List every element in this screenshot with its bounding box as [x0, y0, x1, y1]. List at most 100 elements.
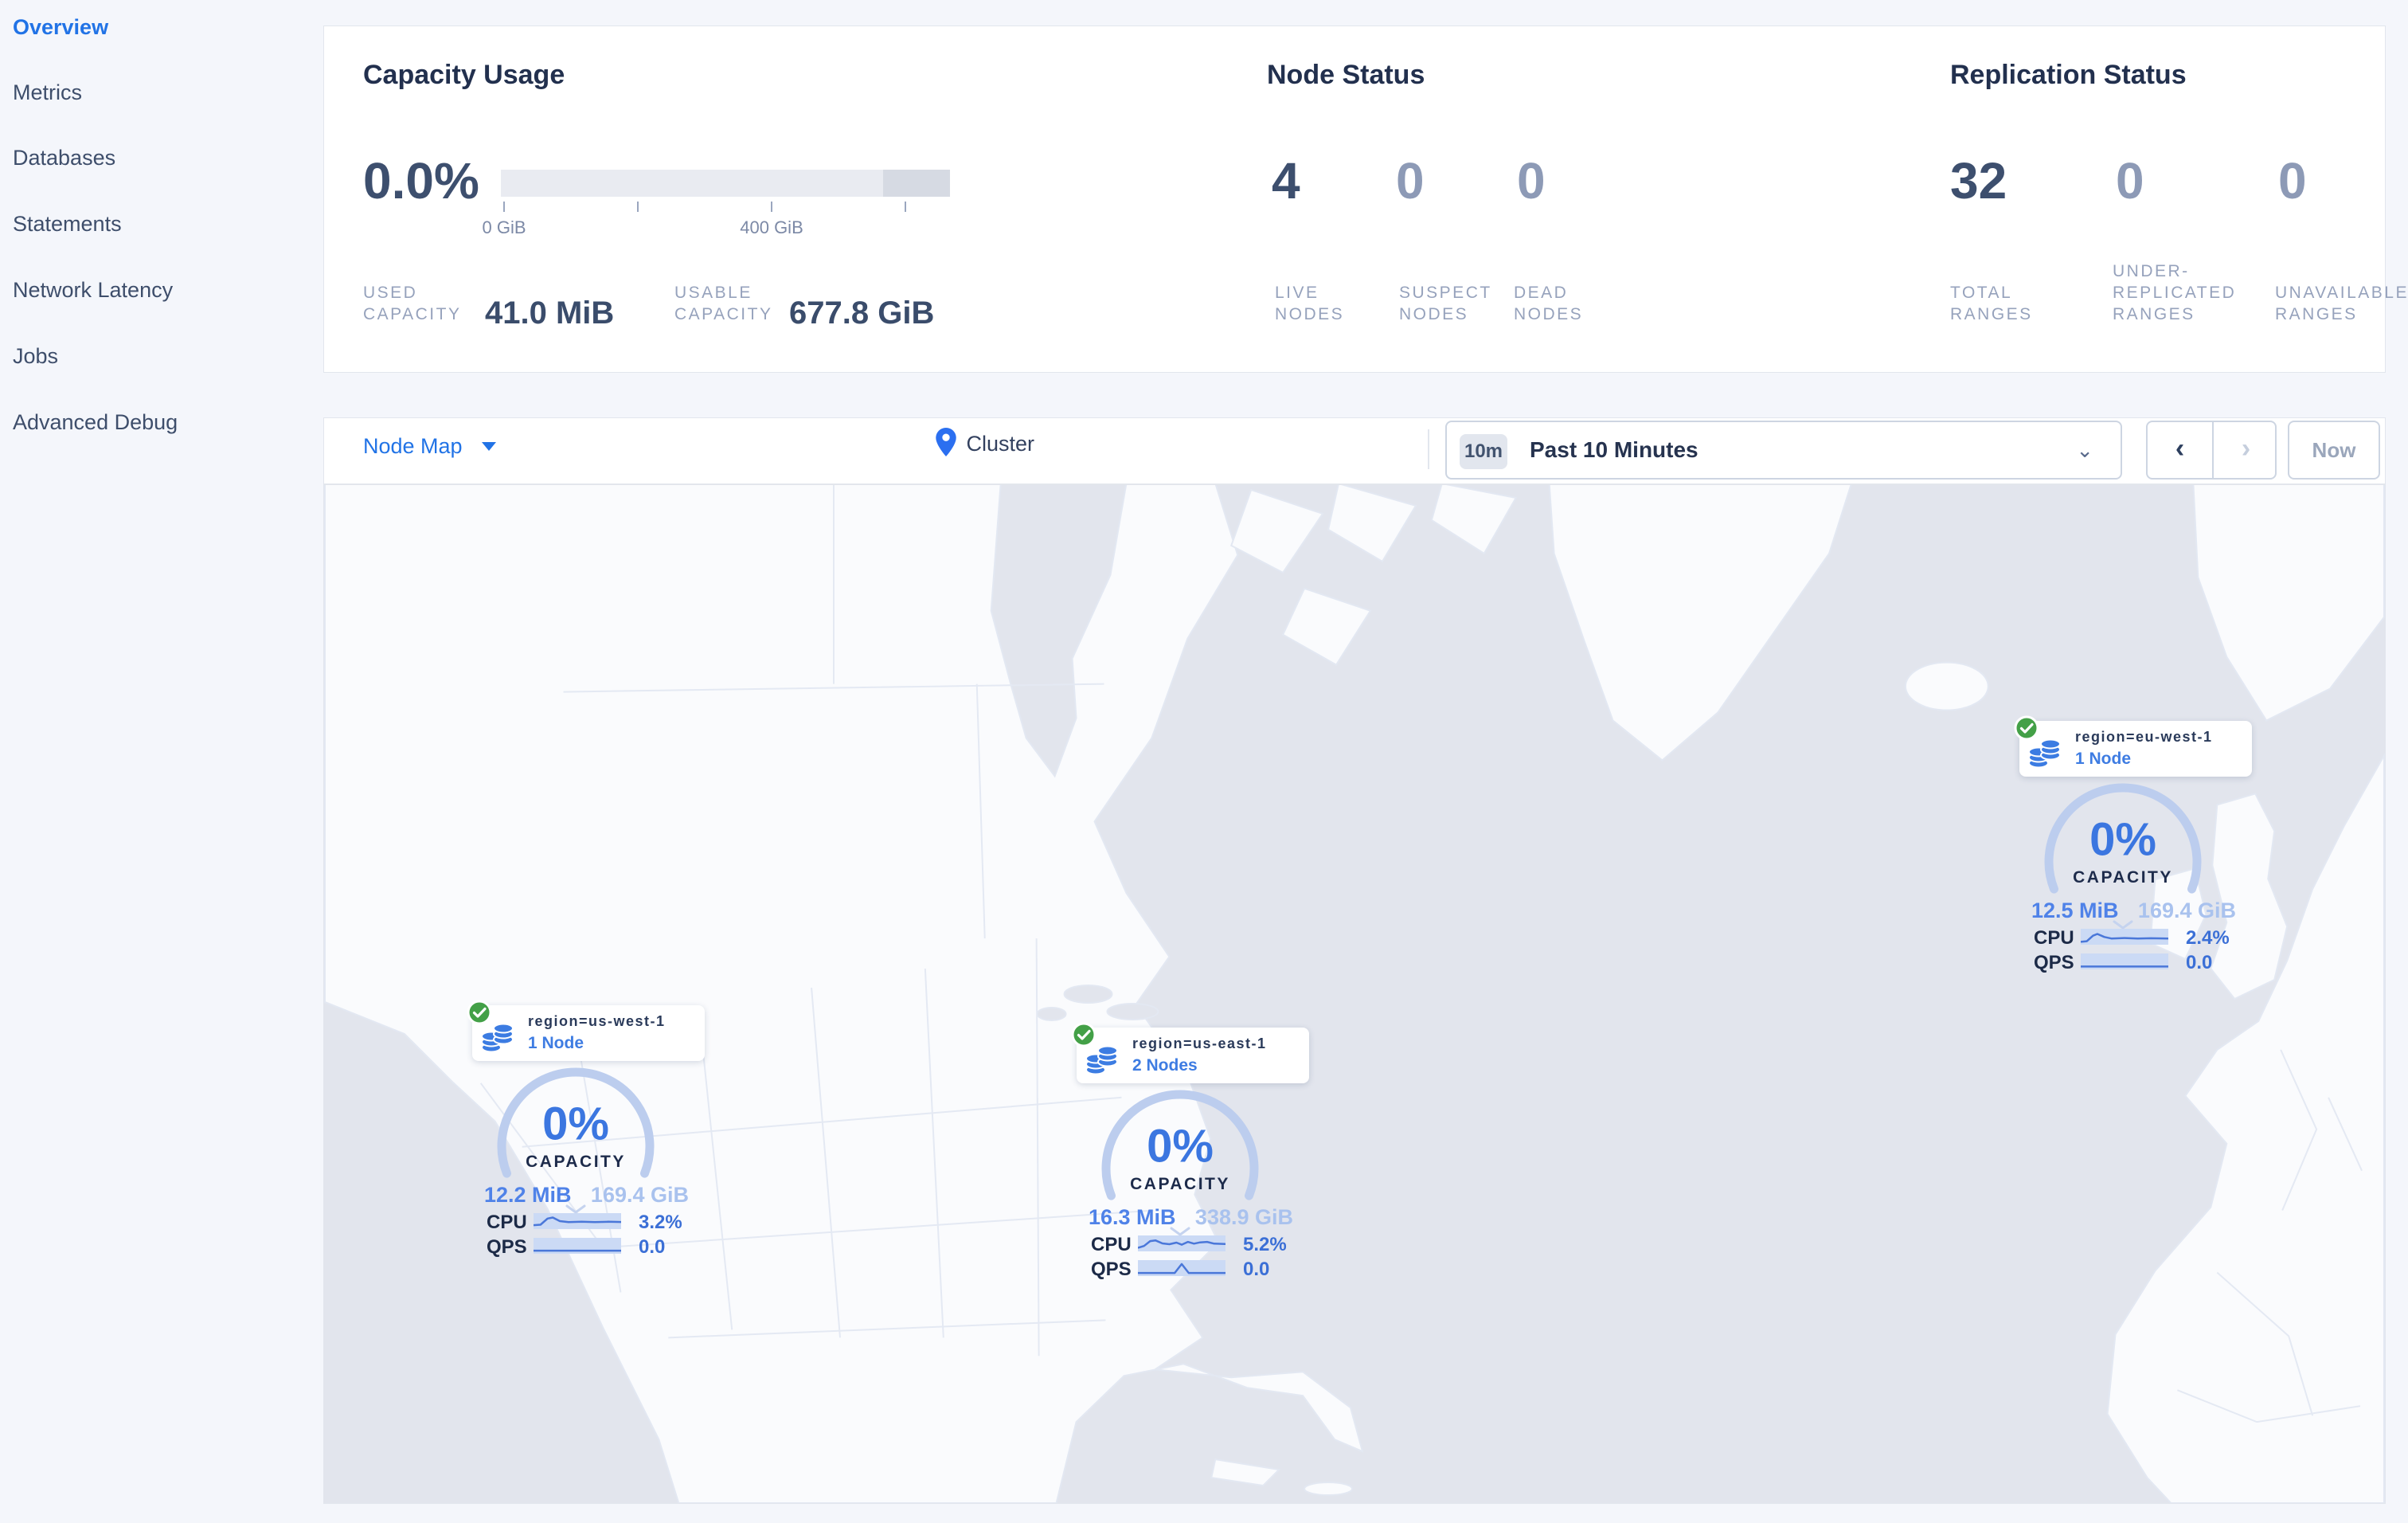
- region-name: region=eu-west-1: [2075, 729, 2213, 745]
- region-node-count-link[interactable]: 2 Nodes: [1132, 1056, 1198, 1075]
- cpu-row-value: 5.2%: [1243, 1234, 1287, 1255]
- suspect-nodes-label: SUSPECT NODES: [1399, 284, 1492, 323]
- time-range-badge: 10m: [1460, 434, 1507, 469]
- live-nodes-label: LIVE NODES: [1275, 284, 1345, 323]
- region-name: region=us-east-1: [1132, 1036, 1267, 1051]
- replication-status-title: Replication Status: [1950, 60, 2187, 90]
- time-range-label: Past 10 Minutes: [1530, 437, 1698, 462]
- region-label-chip[interactable]: region=us-east-1 2 Nodes: [1071, 1022, 1309, 1083]
- healthy-check-icon: [467, 1000, 492, 1025]
- view-selector-label[interactable]: Node Map: [363, 434, 463, 458]
- qps-sparkline-chart: [2081, 953, 2168, 969]
- bar-tick: [503, 202, 505, 212]
- expand-chevron-icon[interactable]: [2113, 919, 2133, 934]
- sidebar-item-advanced-debug[interactable]: Advanced Debug: [13, 410, 178, 434]
- dead-nodes-count: 0: [1517, 152, 1546, 209]
- live-nodes-count: 4: [1272, 152, 1300, 209]
- cpu-sparkline: [1138, 1235, 1226, 1251]
- qps-row-value: 0.0: [639, 1236, 666, 1258]
- view-selector-dropdown[interactable]: Node Map: [363, 434, 496, 459]
- sidebar-item-metrics[interactable]: Metrics: [13, 80, 82, 104]
- capacity-gauge-arc: [1101, 1090, 1259, 1200]
- qps-sparkline-chart: [534, 1238, 621, 1254]
- suspect-nodes-count: 0: [1396, 152, 1425, 209]
- gauge-capacity-caption: CAPACITY: [2073, 868, 2173, 887]
- bar-tick-label-400: 400 GiB: [740, 217, 803, 237]
- used-capacity-label: USED CAPACITY: [363, 284, 462, 323]
- qps-sparkline: [1138, 1260, 1226, 1276]
- time-range-select[interactable]: 10m Past 10 Minutes ⌄: [1445, 421, 2122, 480]
- capacity-gauge-arc: [497, 1067, 655, 1178]
- sidebar-item-overview[interactable]: Overview: [13, 15, 109, 39]
- location-pin-icon: [936, 428, 956, 460]
- qps-sparkline: [534, 1238, 621, 1254]
- healthy-check-icon: [1071, 1022, 1096, 1047]
- cpu-row-value: 3.2%: [639, 1212, 682, 1233]
- gauge-capacity-percent: 0%: [542, 1098, 609, 1150]
- chevron-down-icon: ⌄: [2076, 438, 2093, 462]
- gauge-usable-value: 169.4 GiB: [2137, 899, 2236, 922]
- sidebar-item-network-latency[interactable]: Network Latency: [13, 278, 174, 302]
- time-back-button[interactable]: ‹: [2148, 422, 2214, 478]
- unavailable-ranges-label: UNAVAILABLE RANGES: [2275, 284, 2408, 323]
- toolbar-divider: [1428, 429, 1429, 469]
- sidebar-item-statements[interactable]: Statements: [13, 212, 122, 236]
- region-node-count-link[interactable]: 1 Node: [528, 1034, 584, 1052]
- gauge-usable-value: 169.4 GiB: [590, 1183, 689, 1207]
- qps-sparkline-chart: [1138, 1260, 1226, 1276]
- sidebar-item-databases[interactable]: Databases: [13, 146, 116, 170]
- node-map-canvas[interactable]: region=us-west-1 1 Node 0% CAPACITY 12.2 MiB…: [324, 484, 2385, 1503]
- bar-tick: [905, 202, 906, 212]
- gauge-used-value: 16.3 MiB: [1089, 1205, 1176, 1229]
- unavailable-ranges-count: 0: [2278, 152, 2307, 209]
- database-nodes-icon: [2026, 735, 2062, 772]
- qps-row-label: QPS: [487, 1236, 527, 1258]
- expand-chevron-icon[interactable]: [565, 1204, 586, 1218]
- bar-tick-label-0: 0 GiB: [482, 217, 526, 237]
- time-window-arrows: ‹ ›: [2146, 421, 2277, 480]
- sidebar-item-jobs[interactable]: Jobs: [13, 344, 59, 368]
- capacity-usage-bar: [501, 170, 950, 197]
- cpu-sparkline-chart: [534, 1213, 621, 1229]
- capacity-bar-reserved-segment: [883, 170, 950, 197]
- cpu-row-label: CPU: [487, 1212, 527, 1233]
- expand-chevron-icon[interactable]: [1170, 1226, 1190, 1240]
- cpu-sparkline: [2081, 929, 2168, 945]
- region-label-chip[interactable]: region=us-west-1 1 Node: [467, 1000, 705, 1061]
- under-replicated-ranges-count: 0: [2116, 152, 2144, 209]
- gauge-capacity-caption: CAPACITY: [1130, 1175, 1230, 1193]
- qps-row-value: 0.0: [2186, 952, 2213, 973]
- world-map-graphic: [324, 484, 2385, 1503]
- gauge-capacity-percent: 0%: [2089, 813, 2156, 866]
- cpu-sparkline: [534, 1213, 621, 1229]
- used-capacity-value: 41.0 MiB: [485, 296, 615, 331]
- gauge-usable-value: 338.9 GiB: [1194, 1205, 1293, 1229]
- region-name: region=us-west-1: [528, 1013, 666, 1029]
- database-nodes-icon: [1083, 1042, 1120, 1079]
- bar-tick: [637, 202, 639, 212]
- under-replicated-ranges-label: UNDER-REPLICATED RANGES: [2113, 262, 2237, 323]
- usable-capacity-label: USABLE CAPACITY: [674, 284, 773, 323]
- qps-row-value: 0.0: [1243, 1259, 1270, 1280]
- region-label-chip[interactable]: region=eu-west-1 1 Node: [2014, 715, 2252, 777]
- usable-capacity-value: 677.8 GiB: [789, 296, 935, 331]
- cpu-sparkline-chart: [1138, 1235, 1226, 1251]
- time-forward-button[interactable]: ›: [2241, 433, 2251, 464]
- qps-row-label: QPS: [2034, 952, 2074, 973]
- now-button[interactable]: Now: [2288, 421, 2380, 480]
- region-node-count-link[interactable]: 1 Node: [2075, 750, 2132, 768]
- node-map-card: Node Map Cluster 10m Past 10 Minutes ⌄ ‹…: [323, 417, 2386, 1504]
- qps-row-label: QPS: [1091, 1259, 1132, 1280]
- cluster-summary-card: Capacity Usage 0.0% 0 GiB 400 GiB USED C…: [323, 25, 2406, 373]
- gauge-capacity-percent: 0%: [1147, 1120, 1214, 1173]
- bar-tick: [771, 202, 772, 212]
- cpu-row-label: CPU: [1091, 1234, 1132, 1255]
- breadcrumb[interactable]: Cluster: [936, 428, 1034, 460]
- cpu-sparkline-chart: [2081, 929, 2168, 945]
- gauge-used-value: 12.5 MiB: [2031, 899, 2119, 922]
- cpu-row-value: 2.4%: [2186, 927, 2230, 949]
- breadcrumb-label[interactable]: Cluster: [966, 432, 1034, 456]
- total-ranges-label: TOTAL RANGES: [1950, 284, 2033, 323]
- qps-sparkline: [2081, 953, 2168, 969]
- node-status-title: Node Status: [1267, 60, 1425, 90]
